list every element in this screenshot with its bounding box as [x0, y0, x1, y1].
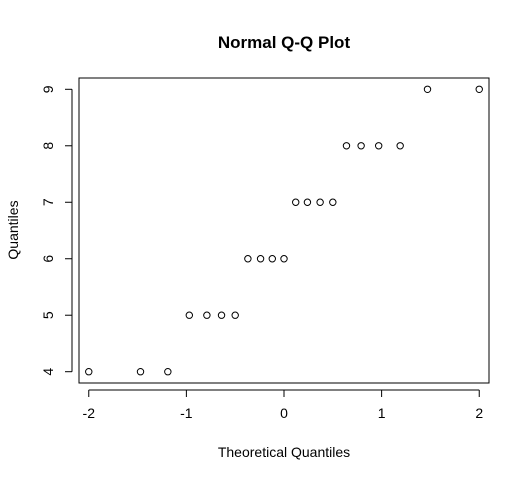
data-point [396, 142, 404, 150]
plot-frame [78, 77, 490, 384]
x-tick-label: 2 [475, 405, 483, 421]
data-point [303, 198, 312, 206]
data-point [185, 311, 194, 319]
x-axis-label: Theoretical Quantiles [218, 444, 350, 460]
data-point [136, 368, 145, 376]
data-point [292, 198, 300, 206]
x-axis: -2 -1 0 1 2 [83, 389, 483, 421]
y-tick-label: 5 [40, 311, 56, 319]
data-point [231, 311, 239, 319]
data-point [203, 311, 211, 319]
data-point [164, 368, 172, 376]
data-point [374, 142, 383, 150]
data-point [423, 85, 432, 93]
data-point [217, 311, 226, 319]
y-axis-label: Quantiles [5, 200, 21, 259]
data-point [342, 142, 351, 150]
x-tick-label: 0 [280, 405, 288, 421]
data-point [268, 255, 276, 263]
chart-title: Normal Q-Q Plot [218, 33, 351, 52]
data-points [85, 85, 483, 376]
data-point [357, 142, 365, 150]
y-tick-label: 6 [40, 255, 56, 263]
y-tick-label: 9 [40, 85, 56, 93]
x-tick-label: -1 [180, 405, 193, 421]
y-tick-label: 7 [40, 198, 56, 206]
data-point [244, 255, 252, 263]
data-point [329, 198, 337, 206]
data-point [256, 255, 265, 263]
y-tick-label: 8 [40, 142, 56, 150]
data-point [316, 198, 324, 206]
data-point [85, 368, 93, 376]
x-tick-label: 1 [378, 405, 386, 421]
x-tick-label: -2 [83, 405, 96, 421]
data-point [475, 85, 483, 93]
y-tick-label: 4 [40, 368, 56, 376]
y-axis: 4 5 6 7 8 9 [40, 85, 73, 376]
data-point [280, 255, 288, 263]
